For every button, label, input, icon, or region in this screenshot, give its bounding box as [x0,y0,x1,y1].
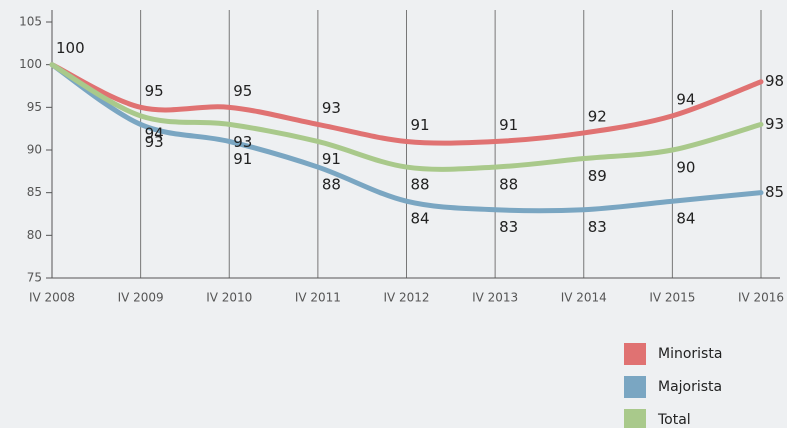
data-label: 84 [676,210,695,228]
data-label: 90 [676,159,695,177]
x-tick-label: IV 2016 [738,291,784,305]
x-tick-label: IV 2012 [383,291,429,305]
data-label: 85 [765,183,784,201]
data-label: 93 [145,133,164,151]
data-label: 95 [145,82,164,100]
x-tick-label: IV 2008 [29,291,75,305]
data-label: 91 [233,150,252,168]
data-label: 93 [233,133,252,151]
line-series [49,62,764,146]
y-tick-label: 90 [27,143,42,157]
y-tick-label: 80 [27,228,42,242]
data-label: 93 [765,115,784,133]
legend-swatch [624,409,646,428]
data-label: 98 [765,72,784,90]
data-label: 89 [588,167,607,185]
y-tick-label: 105 [19,15,42,29]
legend-swatch [624,376,646,398]
data-label: 93 [322,99,341,117]
data-label: 91 [499,116,518,134]
line-series [49,62,764,172]
legend-swatch [624,343,646,365]
data-label: 94 [145,124,164,142]
x-tick-label: IV 2013 [472,291,518,305]
data-label: 91 [411,116,430,134]
y-tick-label: 95 [27,100,42,114]
data-label: 88 [322,176,341,194]
y-tick-label: 75 [27,271,42,285]
data-label: 91 [322,150,341,168]
x-tick-label: IV 2011 [295,291,341,305]
legend-label: Minorista [658,346,722,362]
data-label: 88 [499,176,518,194]
data-label: 84 [411,210,430,228]
x-tick-label: IV 2009 [118,291,164,305]
x-tick-label: IV 2010 [206,291,252,305]
data-label: 95 [233,82,252,100]
data-label: 94 [676,90,695,108]
legend-label: Majorista [658,379,722,395]
data-label: 92 [588,107,607,125]
line-series [49,62,764,214]
x-tick-label: IV 2014 [561,291,607,305]
x-tick-label: IV 2015 [649,291,695,305]
data-label: 88 [411,176,430,194]
legend-label: Total [657,412,691,428]
data-label: 83 [499,218,518,236]
data-label: 83 [588,218,607,236]
y-tick-label: 85 [27,185,42,199]
data-label: 100 [56,39,85,57]
y-tick-label: 100 [19,57,42,71]
